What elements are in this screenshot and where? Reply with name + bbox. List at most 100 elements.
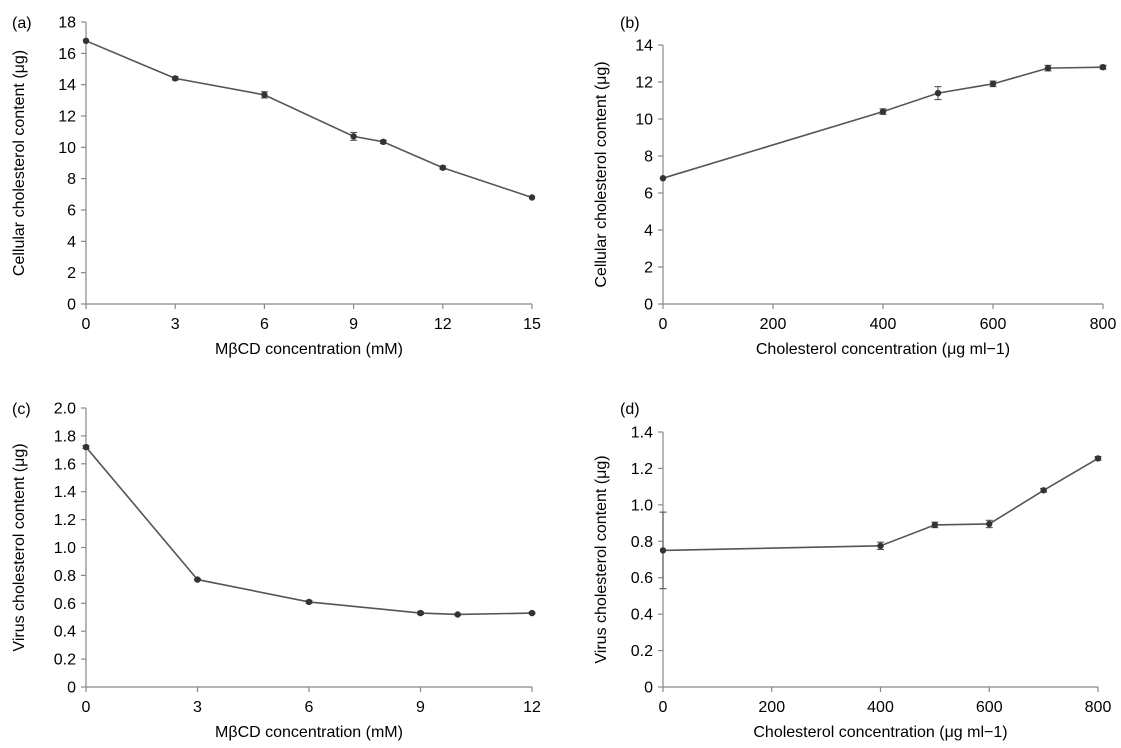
series-line — [85, 40, 533, 199]
y-tick-label: 16 — [58, 46, 76, 63]
data-point — [1099, 63, 1107, 71]
data-point — [439, 164, 446, 171]
y-tick-label: 12 — [635, 75, 653, 92]
y-tick-label: 10 — [58, 140, 76, 157]
data-point — [931, 521, 939, 529]
x-tick-label: 600 — [980, 316, 1007, 333]
y-tick-label: 0.8 — [631, 534, 653, 551]
y-tick-label: 14 — [58, 77, 76, 94]
data-point — [659, 175, 667, 182]
panel-label: (b) — [620, 15, 640, 32]
data-point — [877, 542, 884, 550]
x-tick-label: 400 — [867, 699, 894, 716]
data-point — [454, 611, 461, 618]
y-tick-label: 1.8 — [54, 428, 76, 445]
y-tick-label: 0 — [644, 680, 653, 697]
series-line — [662, 457, 1099, 552]
y-tick-label: 1.4 — [631, 425, 653, 442]
y-axis-label: Cellular cholesterol content (μg) — [593, 61, 610, 287]
x-axis-label: MβCD concentration (mM) — [215, 724, 403, 741]
y-tick-label: 14 — [635, 38, 653, 55]
data-point — [1094, 455, 1102, 462]
data-point — [934, 89, 942, 97]
y-tick-label: 4 — [67, 234, 76, 251]
y-tick-label: 0.2 — [631, 643, 653, 660]
data-point — [350, 133, 357, 140]
x-tick-label: 800 — [1090, 316, 1117, 333]
y-tick-label: 0.8 — [54, 568, 76, 585]
x-tick-label: 6 — [260, 316, 269, 333]
data-point — [879, 108, 887, 115]
x-tick-label: 12 — [434, 316, 452, 333]
panel-b: (b) 0 2 4 6 8 10 12 14 0 200 400 600 800 Cholesterol c… — [593, 15, 1116, 358]
data-point — [194, 576, 201, 583]
y-tick-label: 10 — [635, 112, 653, 129]
x-tick-label: 15 — [523, 316, 541, 333]
series-line — [662, 66, 1104, 179]
panel-label: (d) — [620, 401, 640, 418]
y-tick-label: 0.2 — [54, 652, 76, 669]
panel-label: (a) — [12, 15, 32, 32]
y-tick-label: 0 — [67, 297, 76, 314]
x-tick-label: 3 — [171, 316, 180, 333]
x-axis-label: Cholesterol concentration (μg ml−1) — [756, 341, 1010, 358]
y-axis-label: Virus cholesterol content (μg) — [11, 443, 28, 651]
x-tick-label: 200 — [758, 699, 785, 716]
data-point — [528, 609, 536, 617]
data-point — [82, 37, 90, 44]
y-tick-label: 1.6 — [54, 456, 76, 473]
data-point — [1040, 487, 1047, 494]
y-tick-label: 4 — [644, 223, 653, 240]
panel-a: (a) 0 2 4 6 8 10 12 14 16 18 0 3 6 9 12 15 MβCD concentra… — [11, 15, 541, 359]
y-tick-label: 1.2 — [631, 461, 653, 478]
x-tick-label: 6 — [305, 699, 314, 716]
y-tick-label: 0 — [67, 680, 76, 697]
data-point — [261, 91, 268, 99]
x-tick-label: 200 — [760, 316, 787, 333]
y-axis-label: Cellular cholesterol content (μg) — [11, 50, 28, 276]
y-tick-label: 12 — [58, 109, 76, 126]
y-tick-label: 0.4 — [631, 607, 653, 624]
y-axis-label: Virus cholesterol content (μg) — [593, 455, 610, 663]
x-tick-label: 12 — [523, 699, 541, 716]
y-tick-label: 2 — [644, 260, 653, 277]
x-tick-label: 0 — [659, 699, 668, 716]
data-point — [528, 194, 536, 201]
data-point — [986, 520, 993, 528]
y-tick-label: 1.4 — [54, 484, 76, 501]
y-tick-label: 1.2 — [54, 512, 76, 529]
data-point — [82, 443, 90, 451]
x-tick-label: 0 — [82, 699, 91, 716]
series-line — [85, 446, 533, 616]
x-tick-label: 600 — [976, 699, 1003, 716]
x-tick-label: 9 — [349, 316, 358, 333]
x-tick-label: 3 — [193, 699, 202, 716]
y-tick-label: 2 — [67, 265, 76, 282]
data-point — [380, 138, 387, 146]
data-point — [305, 598, 313, 606]
y-tick-label: 6 — [67, 203, 76, 220]
y-tick-label: 0.6 — [631, 570, 653, 587]
y-tick-label: 2.0 — [54, 401, 76, 418]
y-tick-label: 6 — [644, 186, 653, 203]
x-tick-label: 0 — [82, 316, 91, 333]
x-tick-label: 400 — [870, 316, 897, 333]
x-axis-label: Cholesterol concentration (μg ml−1) — [753, 724, 1007, 741]
x-tick-label: 9 — [416, 699, 425, 716]
data-point — [417, 609, 424, 617]
y-tick-label: 0.6 — [54, 596, 76, 613]
panel-c: (c) 0 0.2 0.4 0.6 0.8 1.0 1.2 1.4 1.6 1.8 2.0 0 3 6 9 12… — [11, 401, 541, 742]
data-point — [172, 75, 179, 82]
panel-d: (d) 0 0.2 0.4 0.6 0.8 1.0 1.2 1.4 0 200 400 600 800 Ch… — [593, 401, 1111, 741]
data-point — [989, 80, 997, 88]
y-tick-label: 0 — [644, 297, 653, 314]
y-tick-label: 8 — [67, 171, 76, 188]
x-tick-label: 0 — [659, 316, 668, 333]
y-tick-label: 1.0 — [631, 497, 653, 514]
panel-label: (c) — [12, 401, 31, 418]
x-axis-label: MβCD concentration (mM) — [215, 341, 403, 358]
y-tick-label: 0.4 — [54, 624, 76, 641]
data-point — [659, 547, 667, 554]
y-tick-label: 1.0 — [54, 540, 76, 557]
